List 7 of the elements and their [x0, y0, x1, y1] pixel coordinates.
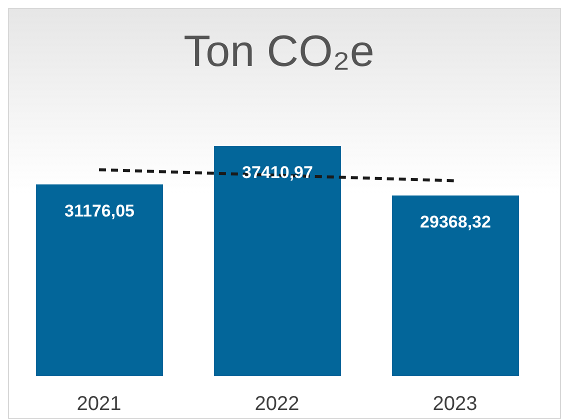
x-tick-label: 2022	[254, 393, 300, 416]
x-tick-label: 2021	[76, 393, 122, 416]
x-tick-label: 2023	[432, 393, 478, 416]
data-label: 31176,05	[64, 201, 134, 220]
data-label: 29368,32	[420, 212, 491, 232]
data-label: 37410,97	[242, 163, 313, 182]
chart-title: Ton CO₂e	[182, 27, 376, 77]
